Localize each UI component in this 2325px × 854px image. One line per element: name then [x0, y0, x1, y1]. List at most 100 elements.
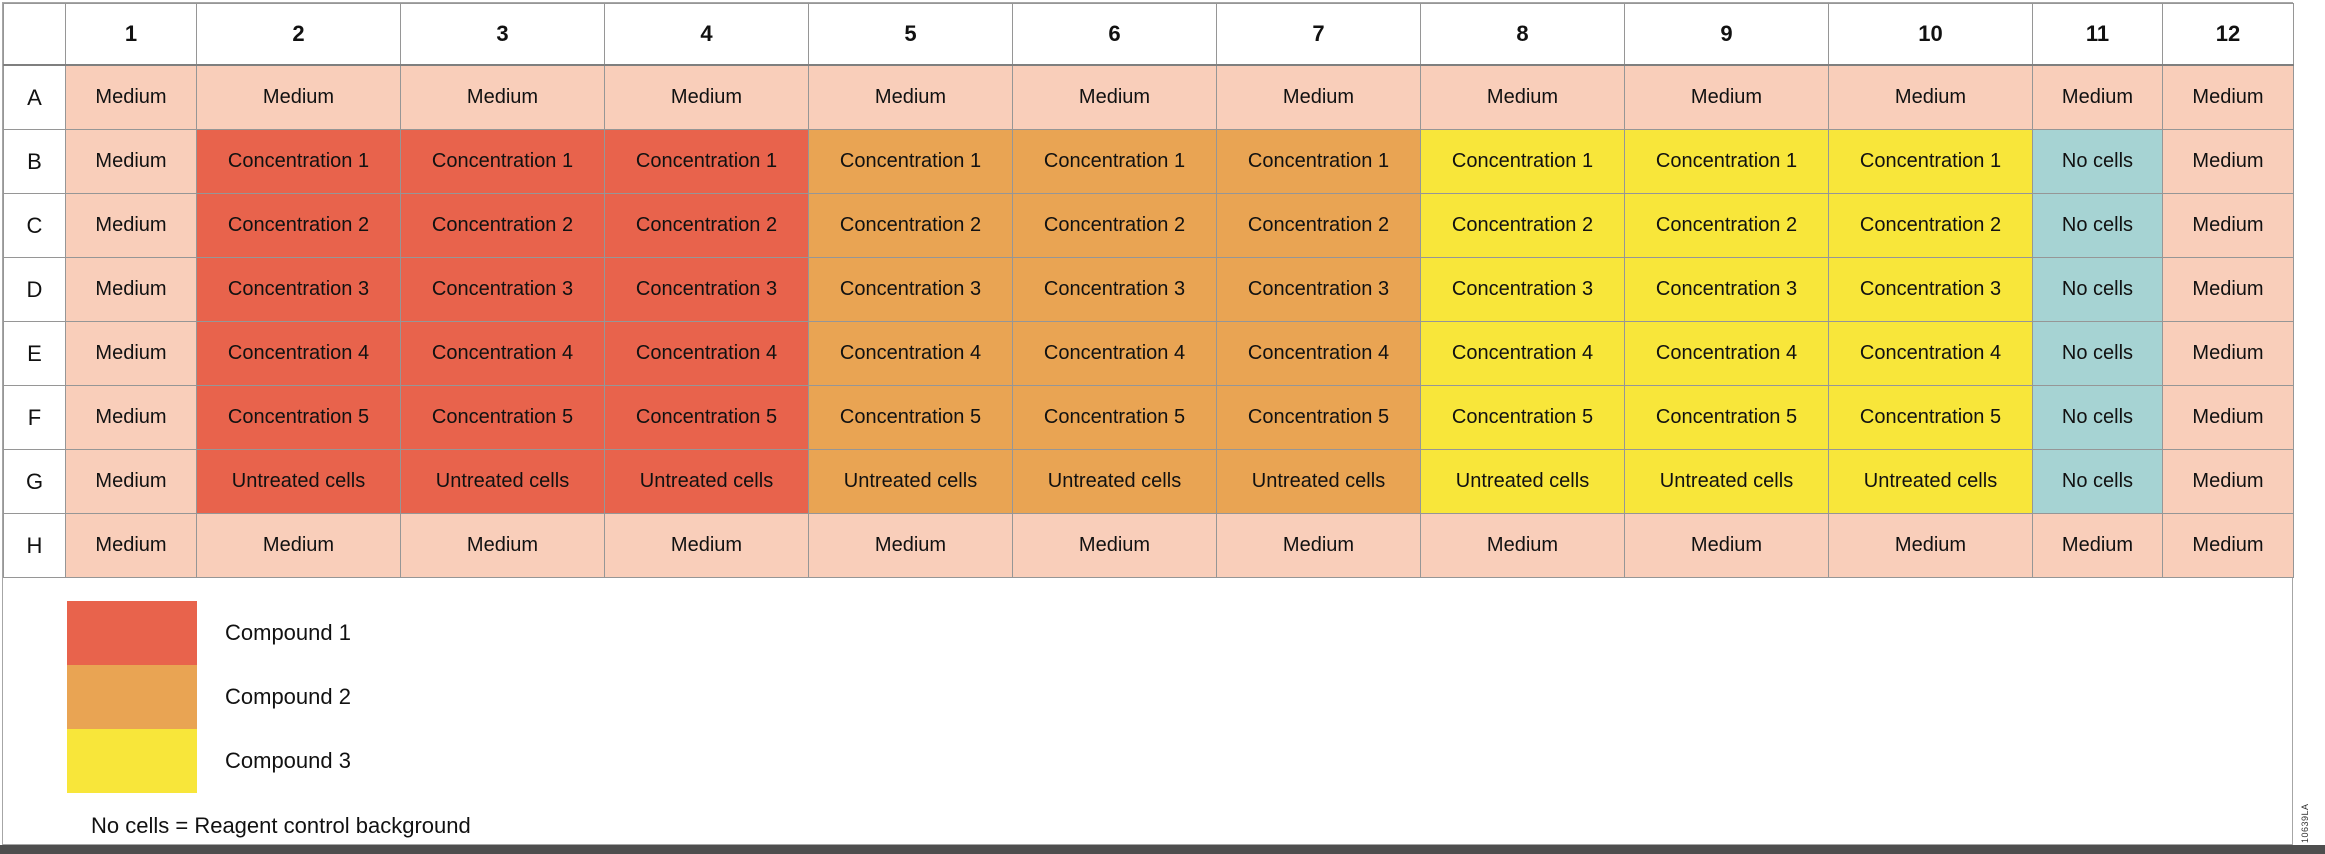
well-cell: Medium: [196, 513, 401, 578]
well-cell: Concentration 1: [400, 129, 605, 194]
legend-swatch: [67, 601, 197, 665]
well-cell: Concentration 1: [1216, 129, 1421, 194]
well-cell: Medium: [65, 64, 197, 130]
legend-item: Compound 2: [67, 665, 351, 729]
plate-row: E Medium Concentration 4 Concentration 4 Con…: [3, 321, 2294, 386]
well-cell: Medium: [2162, 64, 2294, 130]
column-header: 11: [2032, 3, 2163, 66]
column-header: 3: [400, 3, 605, 66]
well-cell: Medium: [65, 321, 197, 386]
row-label: F: [3, 385, 66, 450]
well-cell: Medium: [2162, 321, 2294, 386]
well-cell: Concentration 5: [1420, 385, 1625, 450]
well-cell: Medium: [1624, 64, 1829, 130]
well-cell: Medium: [1828, 64, 2033, 130]
well-cell: Medium: [1624, 513, 1829, 578]
column-header-row: 1 2 3 4 5 6 7 8 9 10 11 12: [3, 3, 2294, 66]
well-cell: Concentration 5: [1624, 385, 1829, 450]
legend-swatch: [67, 729, 197, 793]
column-header: 9: [1624, 3, 1829, 66]
well-cell: Concentration 2: [1828, 193, 2033, 258]
well-cell: Untreated cells: [1828, 449, 2033, 514]
column-header: 7: [1216, 3, 1421, 66]
well-cell: Medium: [2162, 385, 2294, 450]
well-cell: Concentration 4: [1012, 321, 1217, 386]
well-cell: Concentration 5: [604, 385, 809, 450]
well-cell: Medium: [604, 64, 809, 130]
well-cell: Medium: [400, 513, 605, 578]
well-cell: Concentration 5: [808, 385, 1013, 450]
well-cell: Concentration 5: [1012, 385, 1217, 450]
legend-label: Compound 1: [225, 620, 351, 645]
column-header: 2: [196, 3, 401, 66]
well-cell: Medium: [1420, 64, 1625, 130]
legend-label: Compound 2: [225, 684, 351, 709]
watermark-code: 10639LA: [2300, 803, 2310, 843]
well-cell: Medium: [1216, 64, 1421, 130]
row-label: B: [3, 129, 66, 194]
well-cell: Medium: [2032, 64, 2163, 130]
well-cell: Medium: [1012, 64, 1217, 130]
well-cell: Medium: [65, 385, 197, 450]
plate-row: G Medium Untreated cells Untreated cells Unt…: [3, 449, 2294, 514]
well-cell: Medium: [65, 257, 197, 322]
row-label: C: [3, 193, 66, 258]
well-cell: Concentration 3: [604, 257, 809, 322]
well-cell: Untreated cells: [604, 449, 809, 514]
plate-row: C Medium Concentration 2 Concentration 2 Con…: [3, 193, 2294, 258]
bottom-bar: [0, 845, 2325, 854]
well-cell: Medium: [1216, 513, 1421, 578]
well-cell: No cells: [2032, 449, 2163, 514]
well-cell: Concentration 4: [1420, 321, 1625, 386]
well-cell: Medium: [65, 449, 197, 514]
row-label: A: [3, 64, 66, 130]
well-cell: Concentration 3: [1828, 257, 2033, 322]
well-cell: Medium: [1828, 513, 2033, 578]
well-cell: Medium: [808, 64, 1013, 130]
plate-row: H Medium Medium Medium Medium Medium Medium Med…: [3, 513, 2294, 578]
well-cell: Concentration 1: [1828, 129, 2033, 194]
column-header: 4: [604, 3, 809, 66]
well-cell: Medium: [196, 64, 401, 130]
well-cell: Concentration 2: [1624, 193, 1829, 258]
well-cell: Untreated cells: [196, 449, 401, 514]
well-cell: Concentration 2: [1012, 193, 1217, 258]
well-cell: Medium: [1420, 513, 1625, 578]
well-cell: Medium: [2162, 193, 2294, 258]
well-cell: No cells: [2032, 385, 2163, 450]
well-cell: Concentration 5: [196, 385, 401, 450]
plate-row: A Medium Medium Medium Medium Medium Medium Med…: [3, 64, 2294, 130]
well-cell: Untreated cells: [1624, 449, 1829, 514]
well-cell: Concentration 1: [1624, 129, 1829, 194]
legend-footnote: No cells = Reagent control background: [91, 813, 471, 838]
row-label: D: [3, 257, 66, 322]
well-cell: Concentration 5: [1828, 385, 2033, 450]
well-cell: Medium: [604, 513, 809, 578]
well-cell: Medium: [65, 129, 197, 194]
plate-table: 1 2 3 4 5 6 7 8 9 10 11 12 A Medium Medium Medium Medium…: [3, 3, 2294, 578]
well-cell: Concentration 3: [400, 257, 605, 322]
well-cell: Untreated cells: [1420, 449, 1625, 514]
well-cell: Concentration 2: [808, 193, 1013, 258]
plate-row: D Medium Concentration 3 Concentration 3 Con…: [3, 257, 2294, 322]
plate-layout-figure: 1 2 3 4 5 6 7 8 9 10 11 12 A Medium Medium Medium Medium…: [2, 2, 2294, 845]
well-cell: Concentration 3: [808, 257, 1013, 322]
well-cell: Concentration 2: [196, 193, 401, 258]
well-cell: Untreated cells: [1216, 449, 1421, 514]
well-cell: Untreated cells: [1012, 449, 1217, 514]
well-cell: Concentration 3: [1216, 257, 1421, 322]
corner-cell: [3, 3, 66, 66]
column-header: 12: [2162, 3, 2294, 66]
row-label: H: [3, 513, 66, 578]
well-cell: Medium: [65, 513, 197, 578]
well-cell: Concentration 5: [400, 385, 605, 450]
well-cell: Medium: [2162, 513, 2294, 578]
well-cell: Concentration 2: [1216, 193, 1421, 258]
well-cell: Medium: [400, 64, 605, 130]
well-cell: Concentration 5: [1216, 385, 1421, 450]
row-label: G: [3, 449, 66, 514]
column-header: 10: [1828, 3, 2033, 66]
well-cell: Concentration 4: [1828, 321, 2033, 386]
plate-row: F Medium Concentration 5 Concentration 5 Con…: [3, 385, 2294, 450]
well-cell: No cells: [2032, 257, 2163, 322]
